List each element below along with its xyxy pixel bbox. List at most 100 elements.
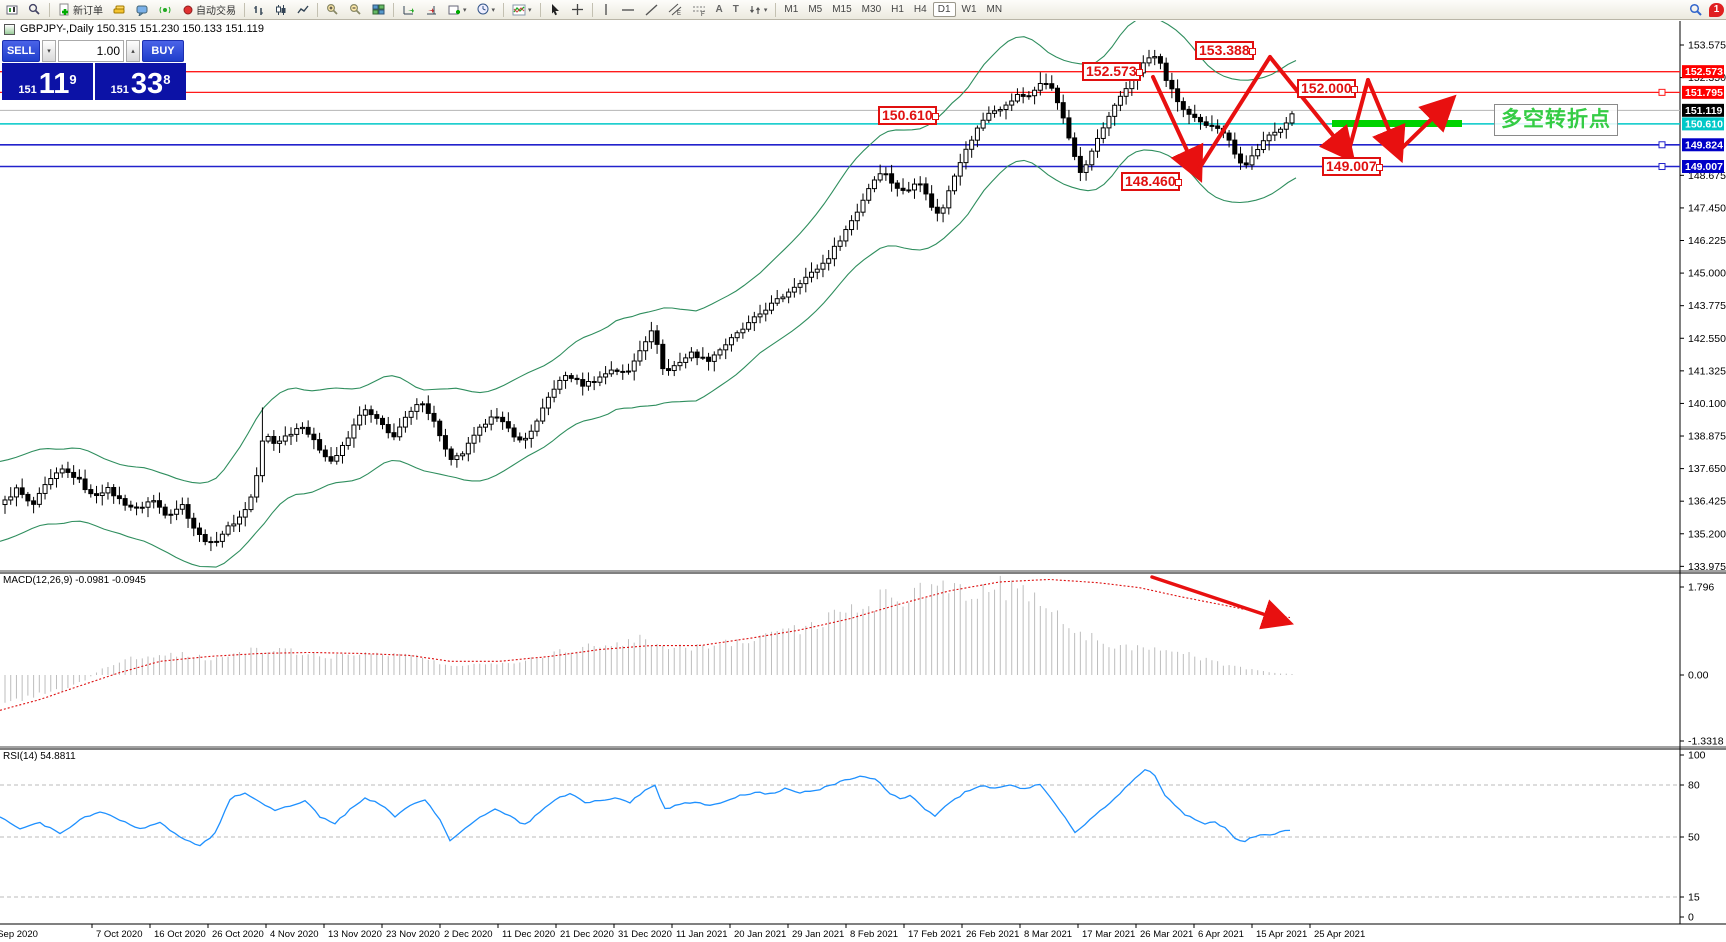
tab-timeframe-m15[interactable]: M15: [832, 4, 852, 15]
chevron-down-icon: ▾: [763, 6, 768, 14]
zoom-out-icon[interactable]: [345, 1, 366, 19]
price-annotation-152.000[interactable]: 152.000: [1297, 79, 1358, 98]
zigzag-forecast-arrows: [1151, 55, 1457, 183]
toolbar-separator: [244, 2, 245, 17]
annotation-handle[interactable]: [1350, 85, 1358, 93]
sell-button[interactable]: SELL: [2, 40, 40, 62]
price-tick-label: 136.425: [1688, 496, 1726, 508]
bollinger-bands: [0, 21, 1297, 568]
chevron-down-icon: ▾: [463, 6, 467, 14]
equidistant-channel-tool-icon[interactable]: E: [664, 1, 686, 19]
annotation-handle[interactable]: [1375, 163, 1383, 171]
chart-shift-icon[interactable]: [421, 1, 442, 19]
new-chart-icon[interactable]: ▾: [444, 1, 471, 19]
rsi-line: [0, 768, 1291, 847]
new-order-button[interactable]: 新订单: [54, 1, 107, 19]
fibonacci-tool-icon[interactable]: F: [688, 1, 710, 19]
date-tick-label: 13 Nov 2020: [328, 929, 382, 940]
annotation-handle[interactable]: [1174, 178, 1182, 186]
tab-timeframe-h4[interactable]: H4: [913, 4, 927, 15]
cursor-tool-icon[interactable]: [545, 1, 565, 19]
sell-price-button[interactable]: 151 11 9: [2, 63, 93, 100]
macd-signal-line: [0, 578, 1291, 711]
sell-price-pips: 11: [38, 68, 70, 100]
auto-scroll-icon[interactable]: [398, 1, 419, 19]
sell-price-handle: 151: [18, 84, 37, 96]
toolbar-separator: [393, 2, 394, 17]
vertical-line-tool-icon[interactable]: [597, 1, 615, 19]
annotation-handle[interactable]: [1248, 47, 1256, 55]
price-tick-label: 133.975: [1688, 561, 1726, 573]
price-tick-label: 138.875: [1688, 431, 1726, 443]
date-tick-label: 28 Sep 2020: [0, 929, 38, 940]
rsi-panel: 100 80 50 15 0: [0, 750, 1706, 924]
line-handle[interactable]: [1658, 141, 1666, 149]
toolbar-separator: [591, 2, 593, 17]
search-icon[interactable]: [1685, 1, 1707, 19]
date-axis: 28 Sep 2020 7 Oct 2020 16 Oct 2020 26 Oct 2…: [0, 924, 1365, 940]
zoom-in-icon[interactable]: [322, 1, 343, 19]
price-tick-label: 140.100: [1688, 398, 1726, 410]
buy-price-button[interactable]: 151 33 8: [95, 63, 186, 100]
price-tick-label: 147.450: [1688, 202, 1726, 214]
date-tick-label: 8 Mar 2021: [1024, 929, 1072, 940]
price-annotation-149.007[interactable]: 149.007: [1322, 157, 1383, 176]
price-annotation-153.388[interactable]: 153.388: [1195, 41, 1256, 60]
crosshair-tool-icon[interactable]: [567, 1, 588, 19]
tile-windows-icon[interactable]: [368, 1, 389, 19]
toolbar-separator: [317, 2, 318, 17]
lot-decrease-button[interactable]: ▾: [42, 40, 56, 62]
annotation-handle[interactable]: [1135, 68, 1143, 76]
tab-timeframe-h1[interactable]: H1: [891, 4, 904, 15]
price-tick-label: 141.325: [1688, 365, 1726, 377]
macd-down-arrow[interactable]: [1150, 575, 1294, 630]
periods-clock-icon[interactable]: ▾: [473, 1, 500, 19]
lot-size-input[interactable]: [58, 40, 124, 62]
chart-window-icon[interactable]: [2, 1, 22, 19]
zigzag-segment[interactable]: [1366, 78, 1406, 164]
zigzag-segment[interactable]: [1195, 55, 1272, 174]
zigzag-segment[interactable]: [1346, 78, 1370, 156]
indicators-icon[interactable]: ▾: [508, 1, 536, 19]
toolbar-separator: [539, 2, 541, 17]
zigzag-segment[interactable]: [1151, 75, 1204, 183]
tab-timeframe-w1[interactable]: W1: [961, 4, 977, 15]
price-annotation-148.460[interactable]: 148.460: [1121, 172, 1182, 191]
buy-button[interactable]: BUY: [142, 40, 184, 62]
zigzag-segment[interactable]: [1268, 55, 1356, 164]
trendline-tool-icon[interactable]: [641, 1, 662, 19]
line-handle[interactable]: [1658, 88, 1666, 96]
tab-timeframe-m5[interactable]: M5: [808, 4, 823, 15]
tab-timeframe-m30[interactable]: M30: [861, 4, 882, 15]
date-tick-label: 26 Mar 2021: [1140, 929, 1193, 940]
turning-point-text[interactable]: 多空转折点: [1494, 104, 1618, 136]
horizontal-line-tool-icon[interactable]: [617, 1, 639, 19]
tab-timeframe-d1[interactable]: D1: [932, 2, 956, 17]
candle-chart-icon[interactable]: [271, 1, 291, 19]
signal-icon[interactable]: [155, 1, 176, 19]
line-chart-icon[interactable]: [293, 1, 313, 19]
text-label-tool-icon[interactable]: T: [732, 4, 739, 15]
chat-icon[interactable]: [132, 1, 153, 19]
text-tool-icon[interactable]: A: [715, 4, 723, 15]
deposit-icon[interactable]: [109, 1, 130, 19]
price-annotation-152.573[interactable]: 152.573: [1082, 62, 1143, 81]
annotation-handle[interactable]: [931, 112, 939, 120]
sell-price-point: 9: [69, 72, 77, 87]
price-annotation-150.610[interactable]: 150.610: [878, 106, 939, 125]
zigzag-segment[interactable]: [1400, 94, 1457, 150]
price-badge: [1682, 117, 1724, 131]
green-support-zone[interactable]: [1332, 120, 1462, 127]
line-handle[interactable]: [1658, 163, 1666, 171]
auto-trading-button[interactable]: 自动交易: [178, 1, 240, 19]
chart-magnifier-icon[interactable]: [24, 1, 45, 19]
arrow-objects-icon[interactable]: ▾: [745, 1, 772, 19]
tab-timeframe-m1[interactable]: M1: [784, 4, 799, 15]
bar-chart-icon[interactable]: [249, 1, 269, 19]
symbol-chart-icon: [4, 23, 15, 35]
tab-timeframe-mn[interactable]: MN: [986, 4, 1003, 15]
notification-badge[interactable]: 1: [1709, 2, 1724, 17]
lot-increase-button[interactable]: ▴: [126, 40, 140, 62]
